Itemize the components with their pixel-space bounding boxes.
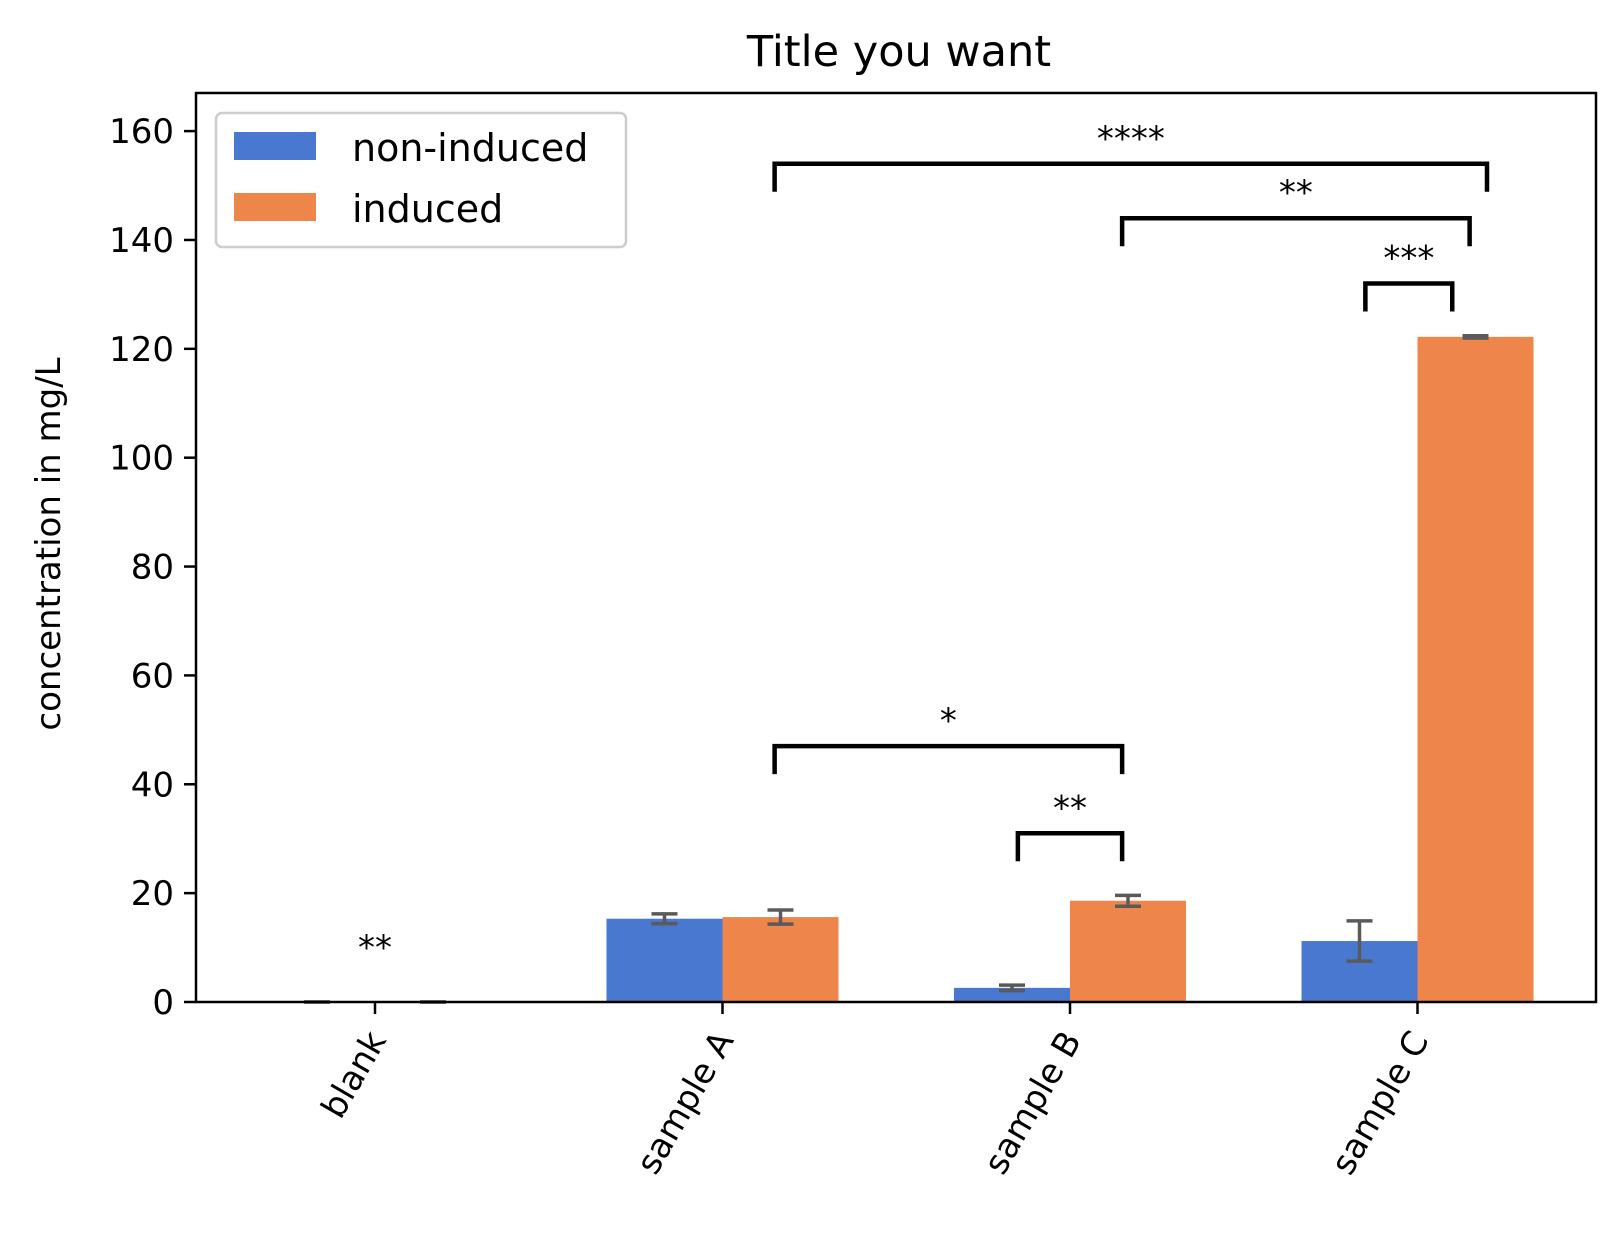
significance-label-4: ** — [1279, 173, 1313, 213]
significance-label-1: * — [940, 701, 957, 741]
bars — [606, 336, 1534, 1002]
y-tick-label-0: 0 — [152, 983, 174, 1023]
significance-label-2: ** — [1053, 788, 1087, 828]
significance-label-3: *** — [1383, 239, 1434, 279]
significance-bracket-2 — [1015, 831, 1125, 862]
y-tick-label-4: 80 — [131, 548, 174, 588]
bar-induced-1 — [722, 917, 839, 1002]
y-tick-label-6: 120 — [109, 330, 174, 370]
legend-label-0: non-induced — [352, 126, 588, 170]
significance-label-0: ** — [358, 928, 392, 968]
x-tick-label-0: blank — [314, 1024, 395, 1125]
y-axis-label: concentration in mg/L — [29, 357, 69, 730]
bar-induced-3 — [1417, 336, 1534, 1002]
y-tick-label-3: 60 — [131, 656, 174, 696]
legend-swatch-1 — [234, 193, 316, 221]
significance-label-5: **** — [1097, 119, 1165, 159]
x-tick-label-1: sample A — [629, 1025, 742, 1182]
significance-bracket-3 — [1363, 281, 1455, 312]
y-tick-label-2: 40 — [131, 765, 174, 805]
legend-swatch-0 — [234, 132, 316, 160]
y-tick-label-7: 140 — [109, 221, 174, 261]
axes: 0 20 40 60 80 100 120 140 160 blank sample A sample… — [109, 91, 1598, 1182]
legend: non-induced induced — [214, 111, 628, 249]
chart-title: Title you want — [746, 27, 1051, 77]
y-tick-label-8: 160 — [109, 112, 174, 152]
bar-induced-2 — [1070, 900, 1186, 1002]
bar-non-induced-1 — [606, 918, 723, 1002]
significance-bracket-4 — [1119, 215, 1472, 247]
significance-bracket-1 — [772, 743, 1125, 775]
significance-bracket-5 — [772, 161, 1490, 192]
y-tick-label-1: 20 — [131, 874, 174, 914]
significance-annotations: ************** — [358, 119, 1490, 968]
x-tick-label-3: sample C — [1324, 1025, 1438, 1182]
legend-box — [214, 111, 628, 249]
bar-non-induced-2 — [954, 987, 1070, 1002]
legend-label-1: induced — [352, 187, 503, 231]
y-tick-label-5: 100 — [109, 439, 174, 479]
error-bars — [304, 334, 1489, 1004]
plot-frame — [194, 91, 1598, 1004]
x-tick-label-2: sample B — [976, 1025, 1090, 1182]
